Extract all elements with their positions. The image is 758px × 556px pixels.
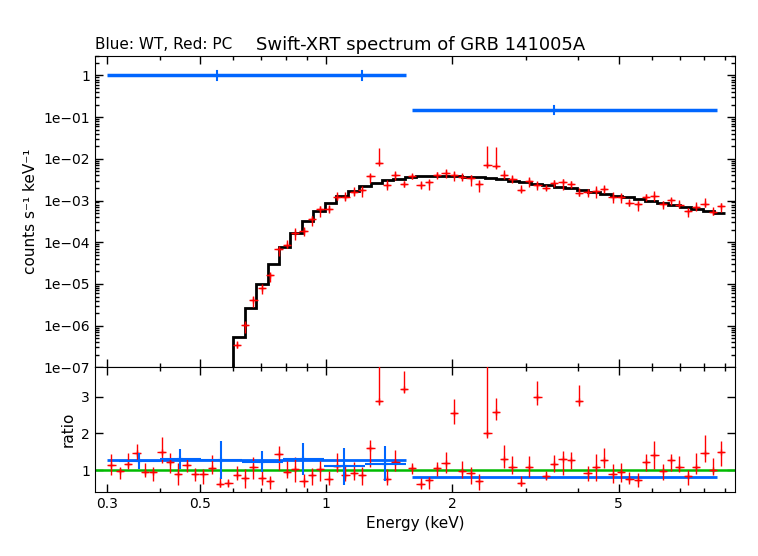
Y-axis label: counts s⁻¹ keV⁻¹: counts s⁻¹ keV⁻¹	[23, 149, 38, 274]
Text: Swift-XRT spectrum of GRB 141005A: Swift-XRT spectrum of GRB 141005A	[256, 36, 585, 54]
X-axis label: Energy (keV): Energy (keV)	[366, 517, 464, 532]
Text: Blue: WT, Red: PC: Blue: WT, Red: PC	[95, 37, 232, 52]
Y-axis label: ratio: ratio	[61, 412, 76, 448]
